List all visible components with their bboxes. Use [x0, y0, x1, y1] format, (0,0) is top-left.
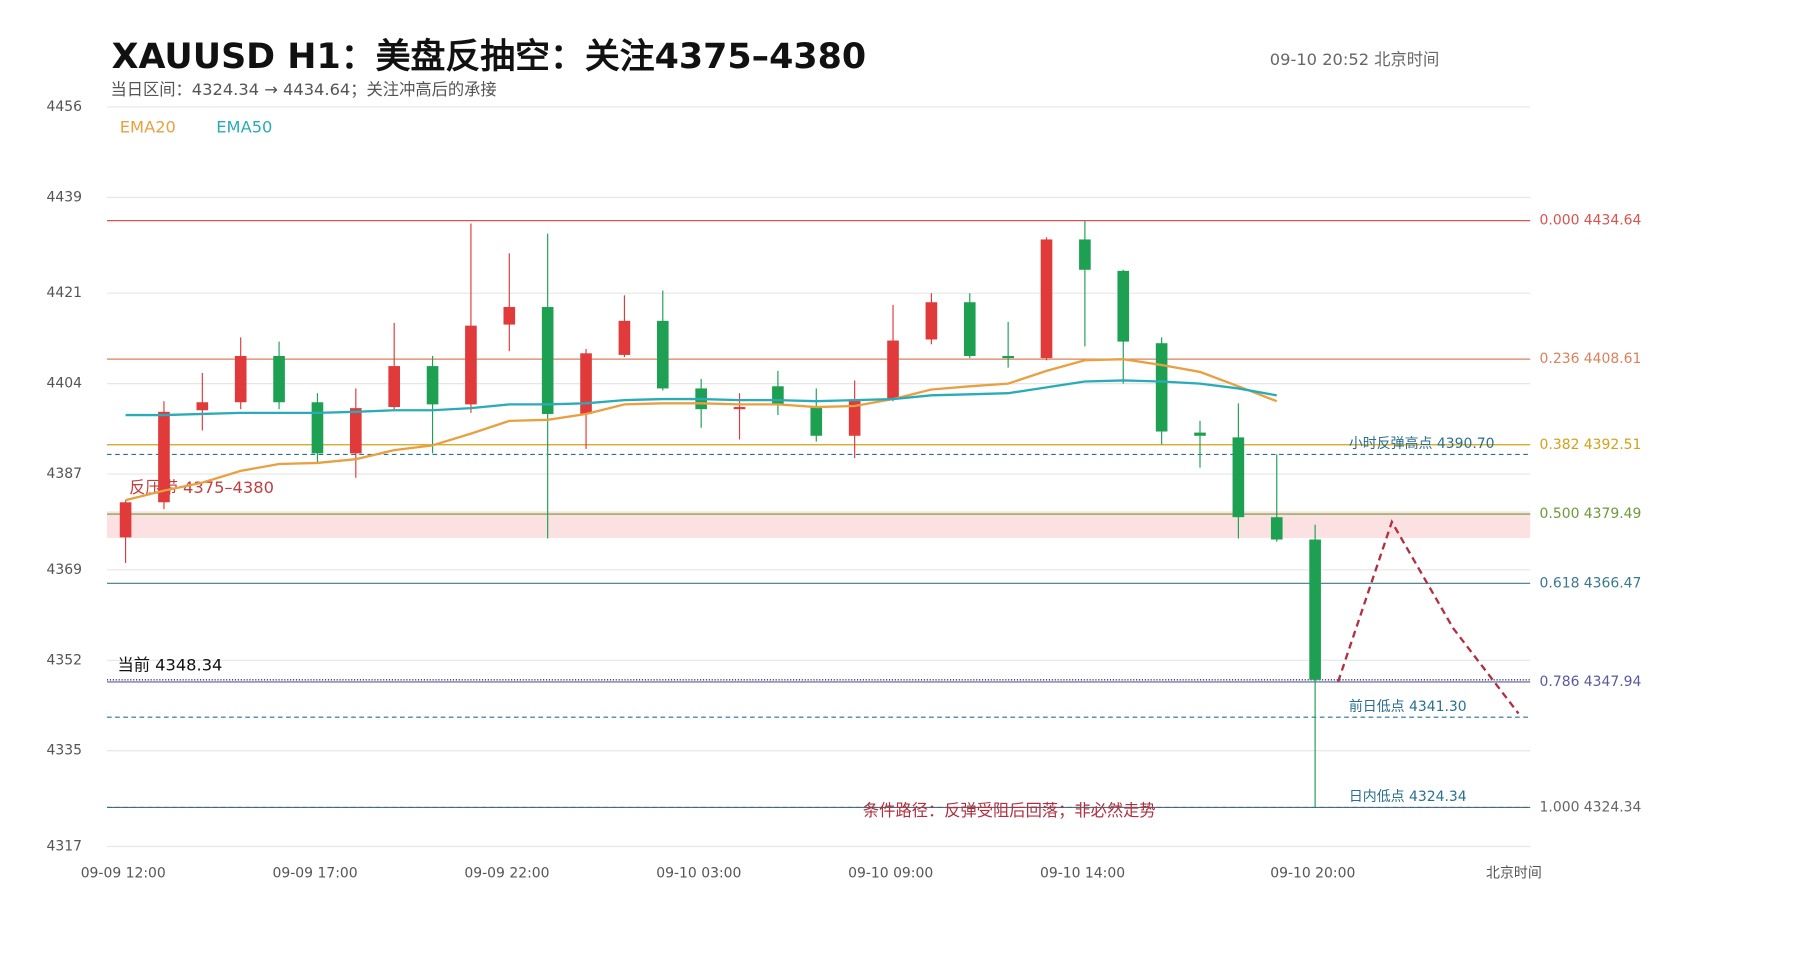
candle-body	[158, 411, 170, 503]
y-tick-label: 4439	[47, 189, 82, 205]
candle-body	[733, 407, 746, 410]
x-tick-label: 09-09 22:00	[464, 865, 549, 881]
fib-ratio: 1.000	[1540, 799, 1580, 815]
x-tick-label: 09-10 03:00	[656, 865, 741, 881]
candle-body	[772, 386, 784, 405]
candle-body	[656, 320, 669, 389]
candle-body	[465, 325, 477, 405]
candle-body	[503, 307, 516, 325]
scenario-label: 条件路径：反弹受阻后回落；非必然走势	[863, 801, 1156, 820]
candle-body	[580, 353, 592, 414]
fib-value: 4347.94	[1584, 674, 1642, 690]
legend-label: EMA20	[120, 117, 176, 136]
fib-value: 4392.51	[1584, 437, 1642, 453]
candle-body	[1270, 517, 1283, 540]
candle-body	[1079, 239, 1091, 270]
fib-ratio: 0.236	[1540, 351, 1580, 367]
candle-body	[1309, 539, 1321, 680]
candle-body	[618, 320, 631, 355]
current-label: 当前 4348.34	[117, 655, 222, 674]
candle-body	[1155, 343, 1168, 432]
scenario-path	[1337, 519, 1520, 715]
subtitle: 当日区间：4324.34 → 4434.64；关注冲高后的承接	[110, 80, 496, 99]
y-tick-label: 4421	[47, 285, 82, 301]
ema-line	[125, 357, 1278, 502]
key-level-label: 前日低点 4341.30	[1349, 698, 1467, 715]
x-tick-label: 09-10 14:00	[1040, 865, 1125, 881]
x-tick-label: 09-09 12:00	[81, 865, 166, 881]
candle-body	[541, 307, 554, 414]
fib-value: 4366.47	[1584, 575, 1642, 591]
key-level-label: 小时反弹高点 4390.70	[1349, 435, 1495, 452]
candle-body	[426, 366, 439, 405]
x-axis-note: 北京时间	[1486, 865, 1542, 881]
ema-line	[125, 379, 1277, 417]
candle-body	[1040, 239, 1053, 359]
candle-body	[1117, 270, 1130, 342]
key-level-label: 日内低点 4324.34	[1349, 789, 1467, 805]
candle-body	[350, 408, 362, 454]
y-tick-label: 4456	[47, 99, 82, 115]
candle-body	[1002, 355, 1014, 359]
candle-body	[925, 302, 938, 340]
fib-ratio: 0.786	[1540, 674, 1580, 690]
candle-body	[196, 402, 209, 411]
y-tick-label: 4335	[47, 743, 82, 759]
candle-body	[963, 302, 976, 356]
y-tick-label: 4404	[47, 376, 83, 392]
x-tick-label: 09-09 17:00	[273, 865, 358, 881]
candle-body	[273, 355, 285, 403]
y-tick-label: 4369	[47, 562, 82, 578]
y-tick-label: 4352	[47, 652, 82, 668]
chart-title: XAUUSD H1：美盘反抽空：关注4375–4380	[112, 36, 867, 77]
fib-ratio: 0.500	[1540, 506, 1580, 522]
fib-ratio: 0.000	[1540, 213, 1580, 229]
legend-label: EMA50	[216, 117, 272, 136]
fib-value: 4379.49	[1584, 506, 1642, 522]
candle-body	[311, 402, 324, 454]
candle-body	[234, 355, 247, 403]
candle-body	[887, 340, 899, 400]
y-tick-label: 4387	[47, 466, 82, 482]
candle-body	[388, 366, 400, 408]
candle-body	[810, 407, 823, 436]
x-tick-label: 09-10 20:00	[1270, 865, 1355, 881]
candle-body	[1232, 437, 1245, 518]
candle-body	[1194, 432, 1206, 436]
fib-value: 4324.34	[1584, 799, 1642, 815]
resistance-zone	[106, 511, 1531, 538]
fib-ratio: 0.382	[1540, 437, 1580, 453]
fib-ratio: 0.618	[1540, 575, 1580, 591]
fib-value: 4408.61	[1584, 351, 1642, 367]
fib-value: 4434.64	[1584, 213, 1642, 229]
x-tick-label: 09-10 09:00	[848, 865, 933, 881]
timestamp: 09-10 20:52 北京时间	[1270, 50, 1440, 69]
candle-body	[119, 502, 132, 538]
candle-body	[848, 400, 861, 436]
y-tick-label: 4317	[47, 839, 82, 855]
